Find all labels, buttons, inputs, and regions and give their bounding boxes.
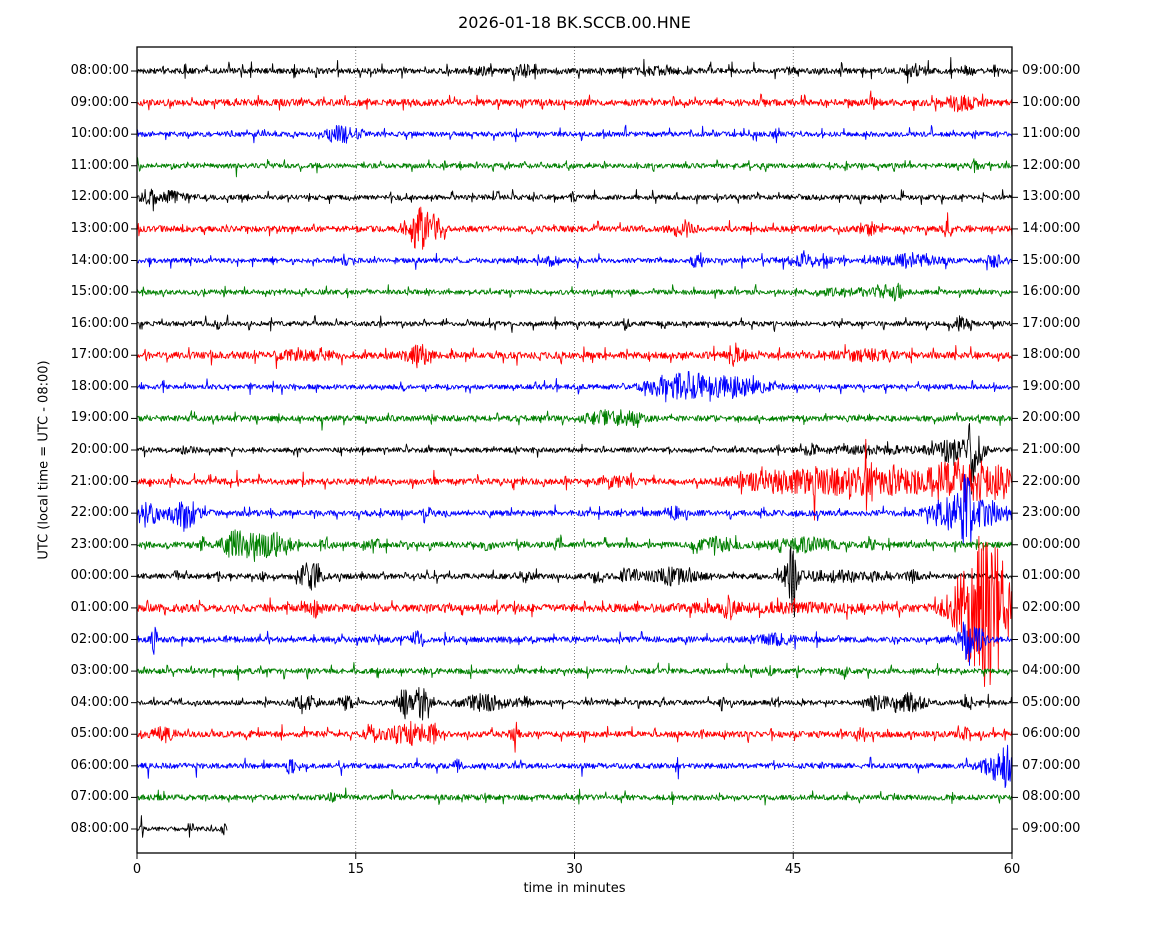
seismogram-trace-utc-13:00:00 — [136, 206, 1013, 250]
seismogram-trace-utc-06:00:00 — [136, 744, 1013, 789]
seismogram-trace-utc-15:00:00 — [136, 282, 1013, 302]
x-tick-label: 45 — [784, 862, 802, 877]
local-tick-label: 22:00:00 — [1022, 473, 1081, 489]
utc-tick-label: 23:00:00 — [70, 536, 129, 552]
x-tick-label: 0 — [132, 862, 142, 877]
local-tick-label: 14:00:00 — [1022, 220, 1081, 236]
utc-tick-label: 00:00:00 — [70, 568, 129, 584]
seismogram-trace-utc-00:00:00 — [136, 546, 1013, 618]
seismogram-trace-utc-16:00:00 — [136, 314, 1013, 333]
local-tick-label: 06:00:00 — [1022, 726, 1081, 742]
seismogram-trace-utc-04:00:00 — [136, 686, 1013, 721]
local-tick-label: 15:00:00 — [1022, 252, 1081, 268]
utc-tick-label: 08:00:00 — [70, 821, 129, 836]
utc-tick-label: 09:00:00 — [70, 94, 129, 110]
seismogram-trace-utc-09:00:00 — [136, 90, 1013, 113]
local-tick-label: 08:00:00 — [1022, 789, 1081, 805]
local-tick-label: 19:00:00 — [1022, 378, 1081, 394]
seismogram-trace-utc-17:00:00 — [136, 342, 1013, 370]
seismogram-trace-utc-23:00:00 — [136, 529, 1013, 563]
utc-tick-label: 04:00:00 — [70, 694, 129, 710]
local-tick-label: 21:00:00 — [1022, 442, 1081, 457]
utc-tick-label: 11:00:00 — [70, 157, 129, 173]
x-axis-label: time in minutes — [523, 881, 626, 896]
chart-title: 2026-01-18 BK.SCCB.00.HNE — [458, 13, 691, 32]
seismogram-trace-utc-07:00:00 — [136, 787, 1013, 806]
utc-tick-label: 06:00:00 — [70, 757, 129, 773]
utc-tick-label: 02:00:00 — [70, 631, 129, 647]
utc-tick-label: 22:00:00 — [70, 505, 129, 521]
seismogram-trace-utc-18:00:00 — [136, 371, 1013, 403]
local-tick-label: 09:00:00 — [1022, 821, 1081, 836]
seismogram-trace-utc-21:00:00 — [136, 438, 1013, 521]
local-tick-label: 01:00:00 — [1022, 568, 1081, 584]
utc-tick-label: 01:00:00 — [70, 599, 129, 615]
local-tick-label: 05:00:00 — [1022, 694, 1081, 710]
local-tick-label: 18:00:00 — [1022, 347, 1081, 363]
local-tick-label: 04:00:00 — [1022, 663, 1081, 679]
local-tick-label: 09:00:00 — [1022, 63, 1081, 78]
local-tick-label: 20:00:00 — [1022, 410, 1081, 426]
utc-tick-label: 12:00:00 — [70, 189, 129, 205]
utc-tick-label: 20:00:00 — [70, 442, 129, 457]
local-tick-label: 11:00:00 — [1022, 126, 1081, 142]
local-tick-label: 13:00:00 — [1022, 189, 1081, 205]
local-tick-label: 16:00:00 — [1022, 284, 1081, 300]
seismogram-trace-utc-02:00:00 — [136, 621, 1013, 666]
x-tick-label: 30 — [566, 862, 583, 877]
utc-tick-label: 08:00:00 — [70, 63, 129, 78]
utc-tick-label: 14:00:00 — [70, 252, 129, 268]
utc-tick-label: 17:00:00 — [70, 347, 129, 363]
x-tick-label: 60 — [1003, 862, 1021, 877]
local-tick-label: 02:00:00 — [1022, 599, 1081, 615]
seismogram-trace-utc-08:00:00 — [136, 815, 228, 838]
utc-tick-label: 10:00:00 — [70, 126, 129, 142]
seismogram-trace-utc-08:00:00 — [136, 57, 1013, 84]
utc-tick-label: 18:00:00 — [70, 378, 129, 394]
seismogram-trace-utc-11:00:00 — [136, 157, 1013, 178]
utc-tick-label: 03:00:00 — [70, 663, 129, 679]
x-tick-label: 15 — [347, 862, 365, 877]
local-tick-label: 00:00:00 — [1022, 536, 1081, 552]
utc-tick-label: 15:00:00 — [70, 284, 129, 300]
seismogram-trace-utc-10:00:00 — [136, 124, 1013, 144]
utc-tick-label: 16:00:00 — [70, 315, 129, 331]
local-tick-label: 23:00:00 — [1022, 505, 1081, 521]
seismogram-trace-utc-12:00:00 — [136, 188, 1013, 212]
utc-tick-label: 13:00:00 — [70, 220, 129, 236]
seismogram-trace-utc-22:00:00 — [136, 473, 1013, 546]
seismogram-trace-utc-05:00:00 — [136, 720, 1013, 753]
local-tick-label: 12:00:00 — [1022, 157, 1081, 173]
utc-tick-label: 05:00:00 — [70, 726, 129, 742]
local-tick-label: 10:00:00 — [1022, 94, 1081, 110]
local-tick-label: 17:00:00 — [1022, 315, 1081, 331]
local-tick-label: 03:00:00 — [1022, 631, 1081, 647]
seismogram-trace-utc-14:00:00 — [136, 250, 1013, 271]
seismogram-trace-utc-01:00:00 — [136, 535, 1013, 687]
seismogram-trace-utc-19:00:00 — [136, 409, 1013, 431]
utc-tick-label: 21:00:00 — [70, 473, 129, 489]
utc-tick-label: 19:00:00 — [70, 410, 129, 426]
local-tick-label: 07:00:00 — [1022, 757, 1081, 773]
seismogram-trace-utc-03:00:00 — [136, 662, 1013, 681]
utc-tick-label: 07:00:00 — [70, 789, 129, 805]
